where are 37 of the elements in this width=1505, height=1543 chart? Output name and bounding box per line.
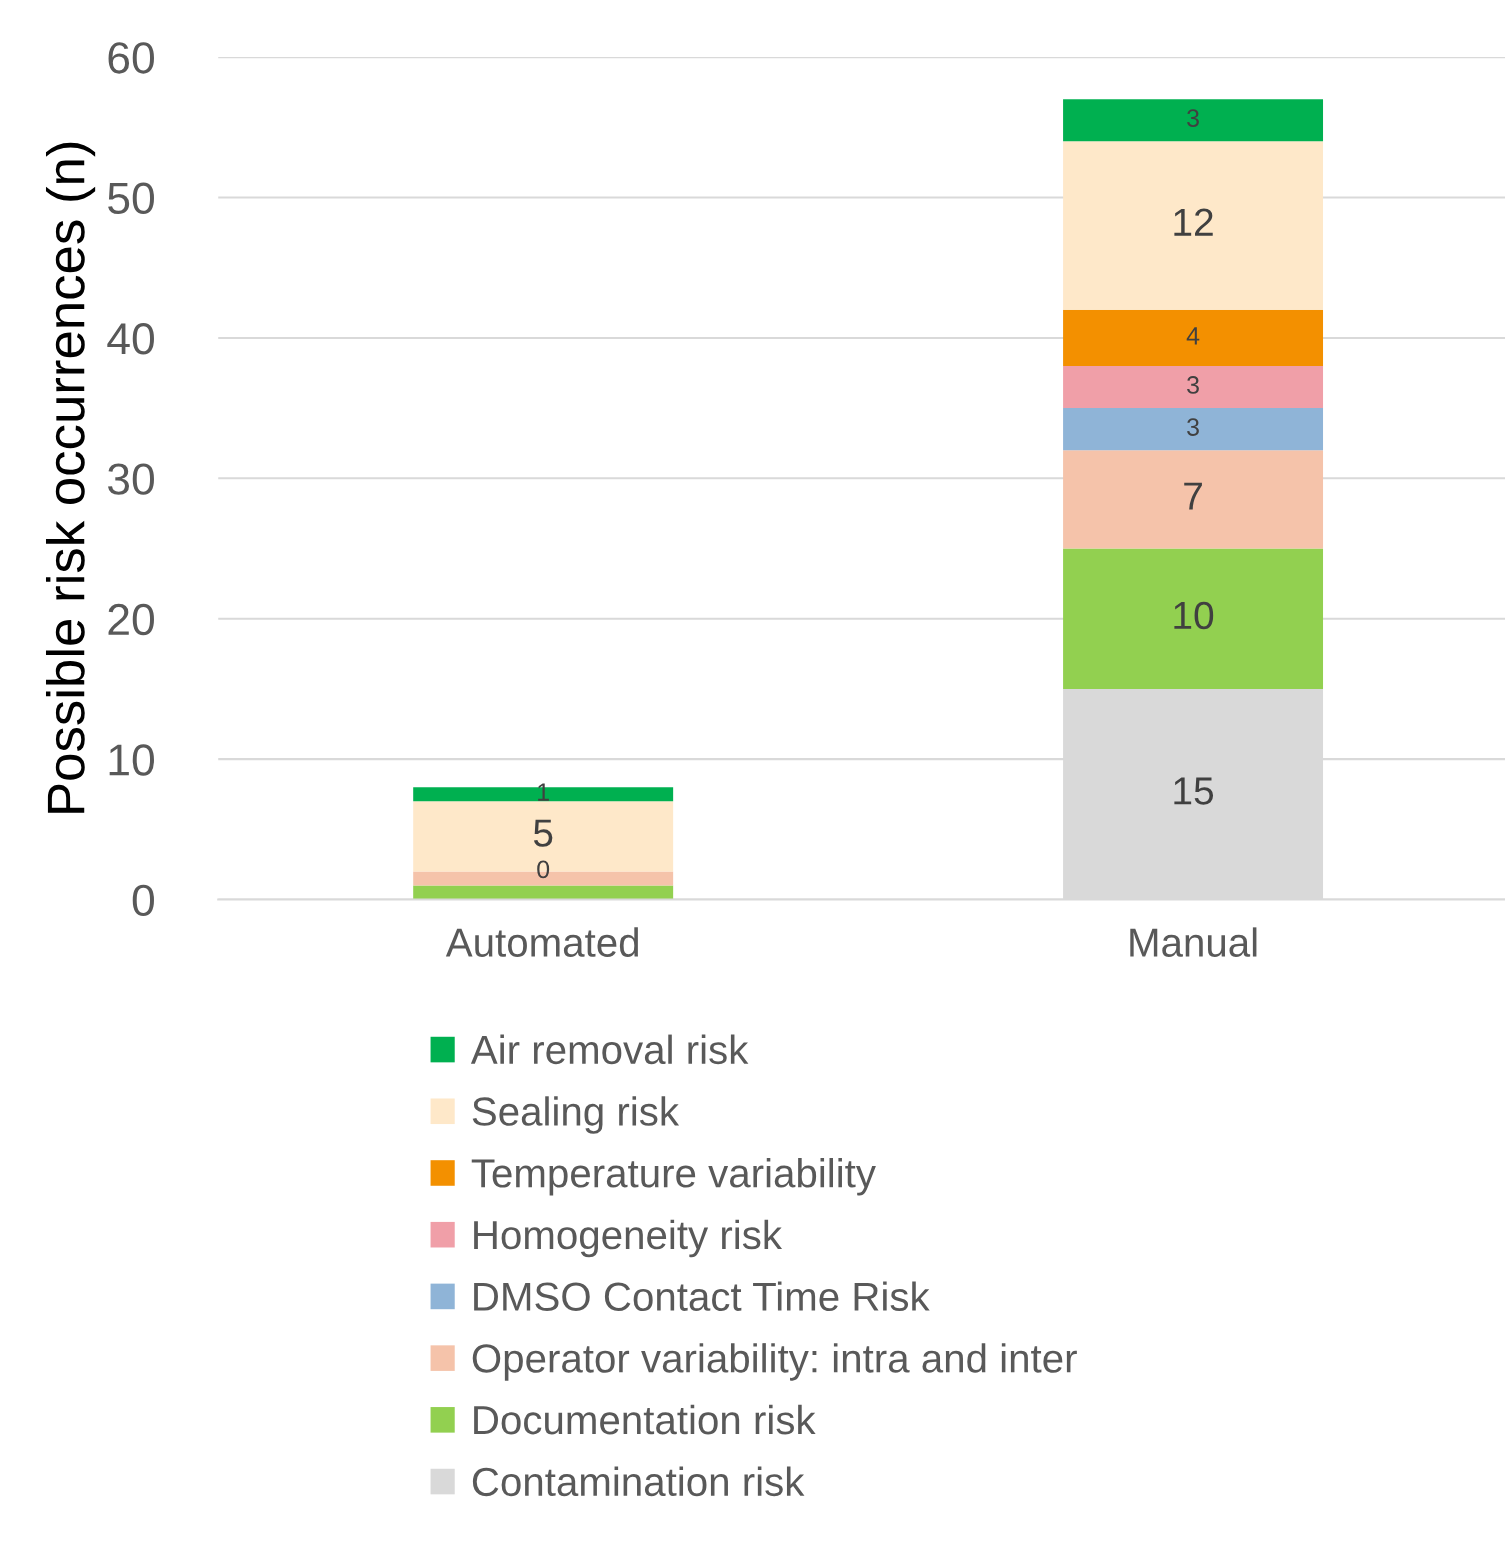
y-tick-label: 60 xyxy=(108,42,154,74)
legend-label: Air removal risk xyxy=(470,1034,749,1065)
data-label: 12 xyxy=(1174,208,1213,236)
data-label: 7 xyxy=(1184,482,1202,510)
bar xyxy=(1063,450,1324,549)
legend-label: Homogeneity risk xyxy=(474,1219,783,1258)
legend-label: Sealing risk xyxy=(472,1096,680,1134)
x-tick-label: Automated xyxy=(445,927,638,957)
y-tick-label: 50 xyxy=(108,182,154,215)
y-tick-label: 0 xyxy=(132,884,154,917)
y-tick-label: 10 xyxy=(109,744,154,776)
bar xyxy=(1063,548,1324,689)
data-label: 1 xyxy=(538,783,549,801)
bar xyxy=(1063,309,1324,366)
data-label: 15 xyxy=(1174,777,1214,805)
y-axis-title: Possible risk occurrences (n) xyxy=(45,142,96,813)
data-label: 4 xyxy=(1186,327,1200,345)
y-tick-label: 40 xyxy=(107,322,154,355)
legend-label: Documentation risk xyxy=(474,1404,816,1435)
data-label: 5 xyxy=(533,819,553,847)
legend-label: DMSO Contact Time Risk xyxy=(474,1281,930,1312)
bar xyxy=(413,885,674,900)
bar xyxy=(1063,366,1324,409)
data-label: 0 xyxy=(537,860,550,879)
bar xyxy=(1063,141,1324,310)
data-label: 10 xyxy=(1174,601,1214,630)
bar xyxy=(1063,99,1324,142)
data-label: 3 xyxy=(1187,109,1199,127)
bar xyxy=(1063,408,1324,451)
legend-label: Contamination risk xyxy=(472,1466,805,1497)
y-tick-label: 20 xyxy=(108,603,154,636)
legend-label: Temperature variability xyxy=(471,1158,876,1196)
y-tick-label: 30 xyxy=(107,463,154,495)
data-label: 3 xyxy=(1187,376,1199,394)
legend-label: Operator variability: intra and inter xyxy=(472,1343,1077,1381)
data-label: 3 xyxy=(1187,418,1199,436)
x-tick-label: Manual xyxy=(1130,927,1257,957)
